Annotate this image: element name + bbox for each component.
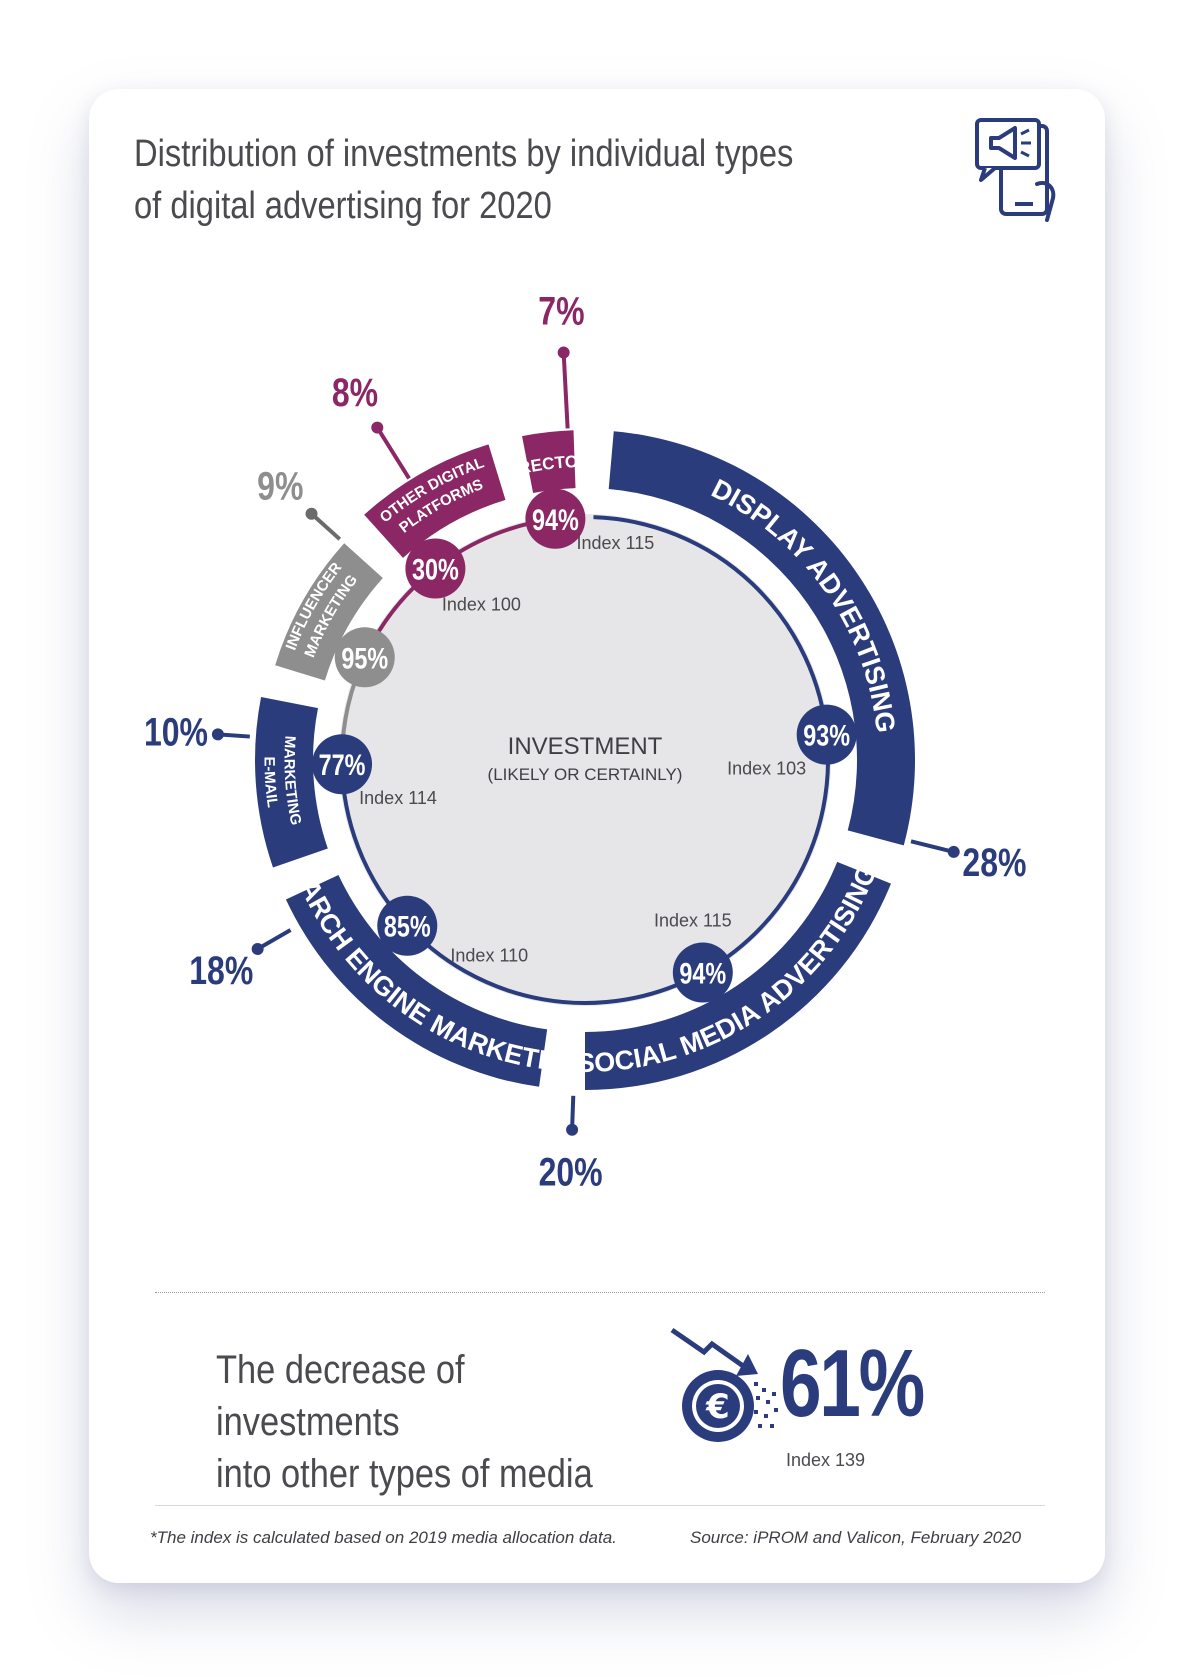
callout-dot (557, 346, 570, 359)
callout-dot (211, 728, 224, 741)
segment-index: Index 110 (450, 946, 528, 966)
center-disc (339, 514, 831, 1006)
svg-text:€: € (705, 1387, 730, 1427)
investment-bubble (525, 488, 586, 549)
chart-title: Distribution of investments by individua… (134, 133, 794, 227)
segment-share: 7% (538, 288, 584, 333)
callout-dot (371, 421, 384, 434)
megaphone-phone-icon (975, 118, 1073, 230)
callout-dot (251, 943, 264, 955)
footer-divider (155, 1505, 1045, 1506)
segment-arc (285, 874, 548, 1087)
segment-arc (585, 861, 891, 1090)
segment-arc (275, 543, 383, 681)
investment-value: 93% (803, 719, 850, 752)
segment-arc (364, 444, 506, 558)
investment-bubble (312, 734, 373, 795)
decrease-index: Index 139 (786, 1450, 866, 1470)
section-divider (155, 1292, 1045, 1293)
segment-share: 8% (332, 370, 378, 415)
segment-arc (608, 431, 915, 846)
decrease-text: The decrease of investments into other t… (216, 1344, 620, 1500)
segment-index: Index 100 (442, 595, 521, 615)
callout-line (910, 839, 955, 854)
decrease-text-line2: into other types of media (216, 1452, 593, 1496)
investment-bubble (672, 942, 733, 1003)
inner-ring-arc (402, 921, 701, 1005)
segment-share: 28% (962, 840, 1026, 885)
decrease-text-line1: The decrease of investments (216, 1348, 465, 1444)
segment-arc (522, 430, 576, 493)
investment-value: 94% (532, 503, 579, 536)
investment-bubble (377, 895, 438, 956)
segment-index: Index 115 (654, 911, 732, 931)
investment-value: 77% (319, 748, 366, 781)
euro-falling-arrow-icon: € (668, 1326, 788, 1446)
segment-index: Index 114 (359, 788, 437, 808)
investment-value: 95% (341, 642, 388, 675)
investment-value: 85% (384, 910, 431, 943)
callout-dot (947, 845, 960, 858)
callout-line (561, 352, 570, 429)
segment-index: Index 103 (727, 759, 806, 779)
callout-line (310, 512, 342, 541)
callout-dot (566, 1123, 579, 1136)
footnote: *The index is calculated based on 2019 m… (150, 1528, 617, 1547)
callout-line (375, 426, 411, 480)
investment-value: 94% (679, 957, 726, 990)
segment-share: 18% (189, 948, 253, 993)
inner-ring-arc (593, 515, 830, 739)
source-note: Source: iPROM and Valicon, February 2020 (690, 1528, 1022, 1547)
segment-share: 10% (144, 709, 208, 754)
callout-dot (305, 507, 318, 520)
segment-share: 20% (539, 1149, 603, 1194)
segment-label: E-MAIL (260, 756, 280, 808)
investment-bubble (405, 538, 466, 599)
inner-ring-arc (698, 738, 830, 977)
center-subtitle: (LIKELY OR CERTAINLY) (488, 765, 683, 784)
center-title: INVESTMENT (508, 733, 663, 760)
segment-index: Index 115 (577, 533, 655, 553)
investment-bubble (334, 627, 395, 688)
investment-bubble (796, 704, 857, 765)
decrease-value: 61% (780, 1330, 925, 1437)
investment-value: 30% (412, 553, 459, 586)
callout-line (256, 928, 292, 951)
segment-arc (254, 697, 328, 868)
segment-share: 9% (257, 463, 303, 508)
